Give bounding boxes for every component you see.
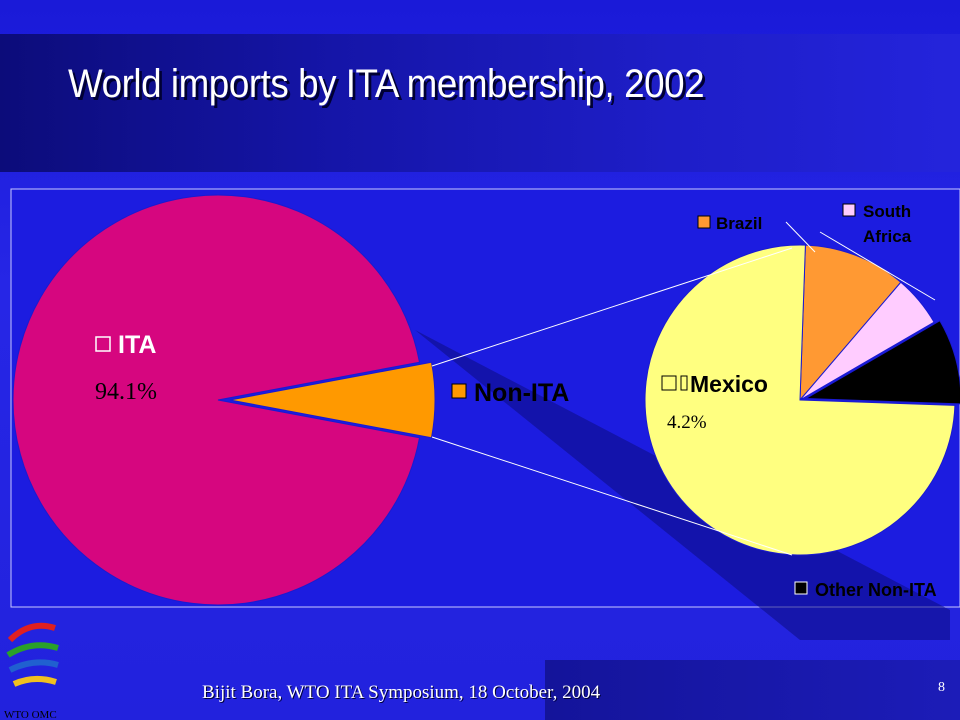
title-band: [0, 34, 960, 172]
connector-line-top: [431, 247, 793, 367]
wto-logo: WTO OMC: [4, 622, 59, 720]
pie-slice-south-africa: [799, 281, 935, 401]
non-ita-label: Non-ITA: [474, 379, 569, 407]
slide-title: World imports by ITA membership, 2002: [68, 62, 705, 106]
brazil-leader-line: [785, 221, 816, 253]
other-non-ita-label: Other Non-ITA: [815, 580, 937, 600]
pie-slice-brazil: [799, 244, 902, 402]
ita-label-box: [95, 336, 111, 352]
mexico-label-box: [661, 375, 677, 391]
south-africa-leader-line: [819, 231, 936, 301]
brazil-label: Brazil: [716, 214, 762, 233]
mexico-label: Mexico: [690, 371, 768, 397]
pie-slice-ita: [12, 194, 421, 606]
south-africa-label: South Africa: [863, 202, 916, 246]
pie-slice-other-non-ita: [804, 320, 960, 405]
footer-band: [545, 660, 960, 720]
mexico-value-label: 4.2%: [667, 412, 707, 433]
wto-logo-text: WTO OMC: [4, 709, 57, 720]
south-africa-label-box: [842, 203, 856, 217]
non-ita-label-box: [451, 383, 467, 399]
connector-line-bottom: [431, 436, 793, 556]
pie-slice-mexico: [644, 244, 956, 556]
other-non-ita-label-box: [794, 581, 808, 595]
pie-slice-non-ita: [229, 361, 436, 439]
brazil-label-box: [697, 215, 711, 229]
mexico-label-box-inner: [680, 375, 688, 391]
footer-text: Bijit Bora, WTO ITA Symposium, 18 Octobe…: [202, 682, 601, 703]
ita-label: ITA: [118, 331, 156, 359]
ita-value-label: 94.1%: [95, 379, 157, 405]
page-number: 8: [938, 680, 945, 695]
